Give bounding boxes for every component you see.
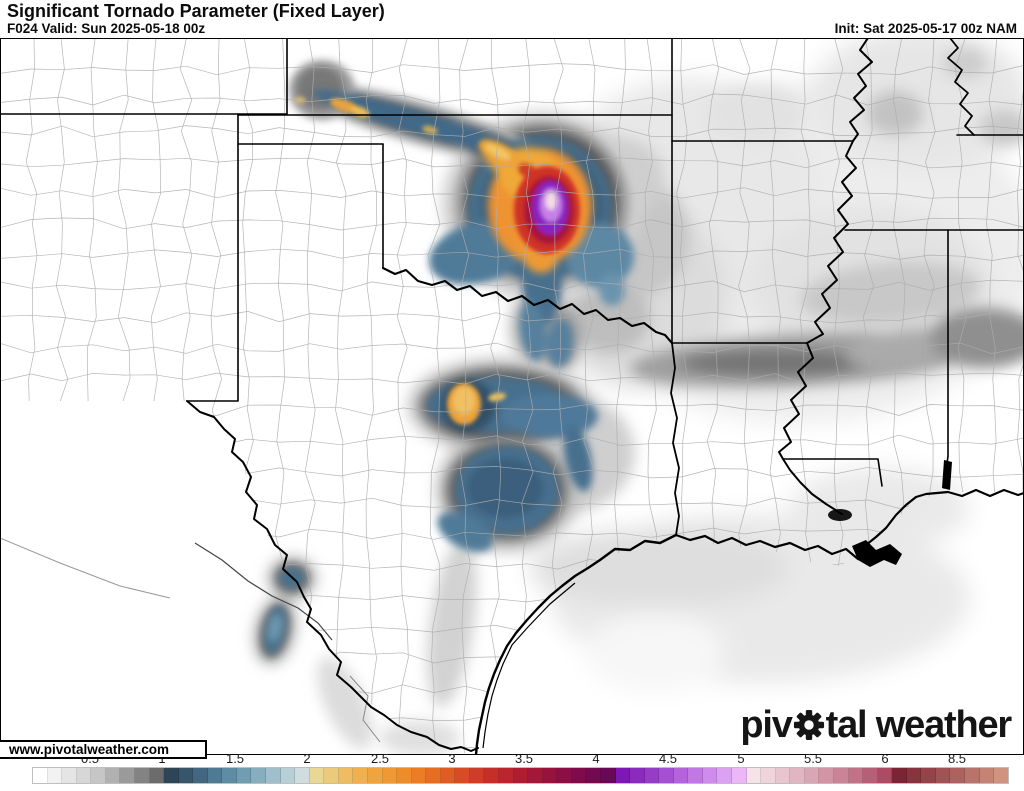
- color-scale-swatch: [848, 768, 864, 783]
- color-scale-tick-labels: 0.511.522.533.544.555.568.5: [0, 751, 1024, 766]
- color-scale-swatch: [586, 768, 601, 783]
- color-scale-swatch: [979, 768, 995, 783]
- color-scale-tick: 5: [737, 751, 745, 766]
- color-scale-swatch: [790, 768, 805, 783]
- color-scale-swatch: [178, 768, 194, 783]
- logo-text-left: piv: [740, 704, 793, 746]
- color-scale-swatch: [877, 768, 893, 783]
- color-scale-tick: 3.5: [514, 751, 534, 766]
- page-title: Significant Tornado Parameter (Fixed Lay…: [7, 1, 385, 21]
- color-scale-swatch: [222, 768, 237, 783]
- color-scale-tick: 4.5: [658, 751, 678, 766]
- color-scale-swatch: [906, 768, 922, 783]
- stp-color-scale: [32, 767, 1009, 784]
- color-scale-swatch: [353, 768, 368, 783]
- color-scale-swatch: [91, 768, 106, 783]
- color-scale-swatch: [236, 768, 252, 783]
- gear-icon: [793, 709, 824, 741]
- pivotal-weather-logo: piv tal weather: [740, 704, 1013, 747]
- color-scale-swatch: [266, 768, 281, 783]
- color-scale-swatch: [411, 768, 427, 783]
- color-scale-swatch: [688, 768, 703, 783]
- color-scale-swatch: [426, 768, 441, 783]
- color-scale-swatch: [892, 768, 907, 783]
- color-scale-swatch: [499, 768, 514, 783]
- color-scale-swatch: [134, 768, 150, 783]
- color-scale-swatch: [76, 768, 92, 783]
- color-scale-swatch: [207, 768, 223, 783]
- color-scale-swatch: [309, 768, 325, 783]
- color-scale-swatch: [630, 768, 645, 783]
- color-scale-swatch: [542, 768, 558, 783]
- color-scale-swatch: [382, 768, 398, 783]
- color-scale-swatch: [193, 768, 208, 783]
- map-canvas: [0, 28, 1024, 756]
- color-scale-swatch: [528, 768, 543, 783]
- color-scale-swatch: [149, 768, 165, 783]
- color-scale-swatch: [484, 768, 499, 783]
- color-scale-tick: 1.5: [225, 751, 245, 766]
- color-scale-swatch: [513, 768, 529, 783]
- logo-text-right: tal weather: [825, 704, 1013, 746]
- color-scale-swatch: [280, 768, 296, 783]
- forecast-valid-label: F024 Valid: Sun 2025-05-18 00z: [7, 21, 206, 36]
- model-init-label: Init: Sat 2025-05-17 00z NAM: [834, 21, 1017, 36]
- color-scale-swatch: [440, 768, 456, 783]
- color-scale-swatch: [732, 768, 747, 783]
- gulf-coastline: [474, 460, 1024, 756]
- color-scale-swatch: [251, 768, 266, 783]
- color-scale-swatch: [644, 768, 660, 783]
- stp-contour-field: [254, 28, 1024, 756]
- color-scale-swatch: [950, 768, 965, 783]
- color-scale-swatch: [921, 768, 936, 783]
- color-scale-swatch: [863, 768, 878, 783]
- color-scale-swatch: [62, 768, 77, 783]
- color-scale-swatch: [164, 768, 179, 783]
- color-scale-swatch: [819, 768, 834, 783]
- color-scale-swatch: [338, 768, 354, 783]
- color-scale-tick: 4: [592, 751, 600, 766]
- color-scale-swatch: [33, 768, 48, 783]
- color-scale-swatch: [746, 768, 762, 783]
- color-scale-swatch: [120, 768, 135, 783]
- color-scale-swatch: [775, 768, 791, 783]
- color-scale-swatch: [367, 768, 383, 783]
- color-scale-swatch: [295, 768, 310, 783]
- color-scale-swatch: [615, 768, 631, 783]
- color-scale-tick: 2: [303, 751, 311, 766]
- color-scale-tick: 8.5: [947, 751, 967, 766]
- color-scale-swatch: [571, 768, 587, 783]
- color-scale-swatch: [600, 768, 616, 783]
- watermark-url: www.pivotalweather.com: [0, 740, 207, 759]
- color-scale-swatch: [324, 768, 339, 783]
- color-scale-tick: 2.5: [370, 751, 390, 766]
- color-scale-swatch: [673, 768, 689, 783]
- color-scale-swatch: [935, 768, 951, 783]
- color-scale-swatch: [397, 768, 412, 783]
- color-scale-swatch: [105, 768, 121, 783]
- color-scale-swatch: [833, 768, 849, 783]
- color-scale-swatch: [455, 768, 470, 783]
- color-scale-swatch: [804, 768, 820, 783]
- color-scale-swatch: [47, 768, 63, 783]
- color-scale-swatch: [965, 768, 980, 783]
- weather-map: [0, 28, 1024, 756]
- color-scale-swatch: [659, 768, 674, 783]
- color-scale-tick: 5.5: [803, 751, 823, 766]
- color-scale-swatch: [702, 768, 718, 783]
- color-scale-tick: 6: [881, 751, 889, 766]
- color-scale-tick: 3: [448, 751, 456, 766]
- color-scale-swatch: [717, 768, 732, 783]
- color-scale-swatch: [469, 768, 485, 783]
- color-scale-swatch: [761, 768, 776, 783]
- color-scale-swatch: [994, 768, 1008, 783]
- mexico-state-borders: [0, 537, 381, 743]
- color-scale-swatch: [557, 768, 572, 783]
